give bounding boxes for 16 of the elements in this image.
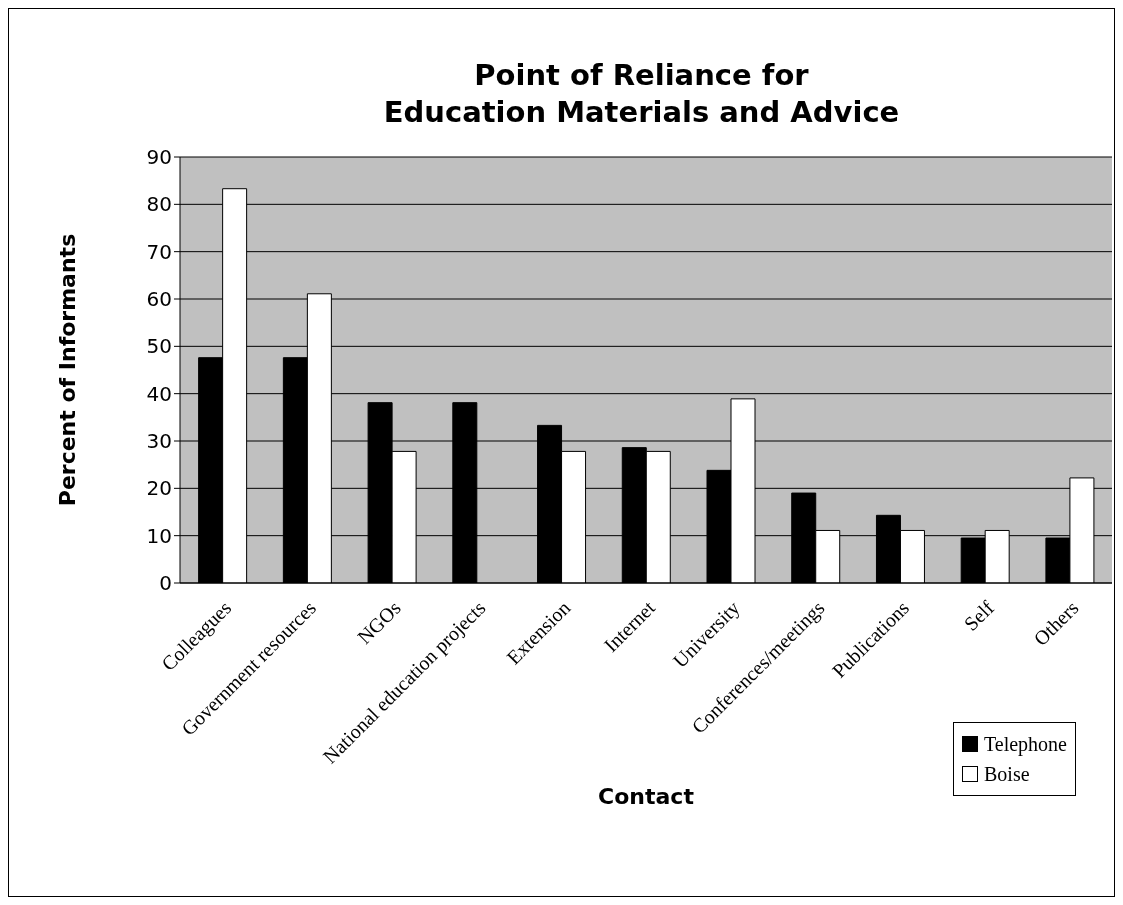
y-tick-label: 30 — [146, 429, 172, 454]
x-axis-title: Contact — [598, 784, 695, 809]
y-tick-label: 0 — [159, 571, 172, 596]
y-tick-label: 60 — [146, 287, 172, 312]
y-tick-label: 10 — [146, 523, 172, 548]
y-tick-label: 80 — [146, 192, 172, 217]
x-tick-label: Self — [959, 596, 999, 635]
y-tick-label: 70 — [146, 239, 172, 264]
y-tick-label: 90 — [146, 145, 172, 170]
y-tick-label: 50 — [146, 334, 172, 359]
legend-label: Telephone — [983, 732, 1067, 758]
y-axis-title: Percent of Informants — [54, 233, 80, 507]
legend-label: Boise — [983, 762, 1030, 787]
y-tick-label: 40 — [146, 381, 172, 406]
chart-title: Point of Reliance for Education Materials and Advice — [382, 57, 901, 131]
y-tick-label: 20 — [146, 476, 172, 501]
